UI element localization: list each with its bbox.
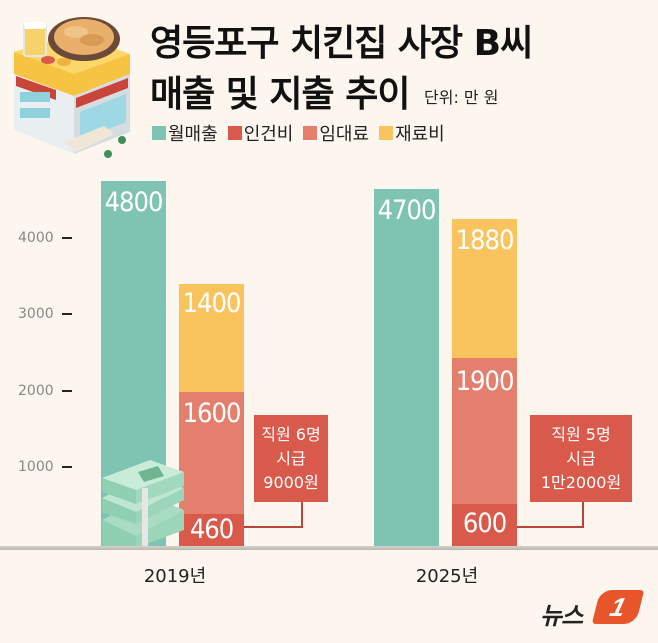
- bar-value: 1600: [182, 398, 242, 429]
- bar-2025-labor: 600: [452, 504, 517, 547]
- chart-title-line2: 매출 및 지출 추이: [150, 74, 410, 115]
- x-label-2019: 2019년: [143, 566, 207, 587]
- annotation-2019: 직원 6명 시급 9000원: [254, 415, 328, 502]
- annotation-connector: [517, 502, 584, 528]
- chicken-shop-illustration: [14, 17, 130, 158]
- money-stack-icon: [102, 460, 184, 548]
- bar-value: 4700: [377, 195, 437, 226]
- legend-item-revenue: 월매출: [152, 120, 218, 146]
- x-label-2025: 2025년: [415, 566, 479, 587]
- bar-2025-materials: 1880: [452, 219, 517, 358]
- legend-item-materials: 재료비: [379, 120, 445, 146]
- legend-label: 재료비: [395, 124, 445, 145]
- bar-value: 1400: [182, 288, 242, 319]
- bar-value: 1900: [455, 366, 515, 397]
- legend-label: 인건비: [243, 124, 294, 145]
- legend-swatch-labor: [227, 126, 242, 140]
- tick-mark: [61, 390, 72, 392]
- legend: 월매출 인건비 임대료 재료비: [152, 120, 445, 146]
- chart-title-line1: 영등포구 치킨집 사장 B씨: [150, 23, 533, 64]
- tick-mark: [61, 313, 72, 315]
- legend-label: 월매출: [168, 124, 218, 145]
- y-tick: 3000: [18, 306, 88, 322]
- legend-label: 임대료: [319, 124, 370, 145]
- legend-item-rent: 임대료: [303, 120, 369, 146]
- bar-2019-labor: 460: [179, 514, 244, 547]
- bar-2025-rent: 1900: [452, 358, 517, 504]
- legend-swatch-revenue: [152, 126, 166, 140]
- y-tick: 1000: [18, 459, 88, 475]
- bar-value: 600: [462, 508, 507, 539]
- legend-swatch-materials: [379, 126, 394, 140]
- news1-logo-mark: 1: [591, 590, 645, 624]
- legend-item-labor: 인건비: [227, 120, 294, 146]
- bar-value: 4800: [104, 187, 164, 218]
- bar-value: 1880: [455, 225, 515, 256]
- unit-label: 단위: 만 원: [424, 88, 499, 107]
- bar-value: 460: [189, 514, 234, 545]
- annotation-2025: 직원 5명 시급 1만2000원: [530, 415, 632, 502]
- y-tick: 4000: [18, 230, 88, 246]
- news1-logo-text: 뉴스: [540, 602, 583, 630]
- y-tick: 2000: [18, 383, 88, 399]
- bar-2025-revenue: 4700: [374, 189, 439, 547]
- x-axis-baseline: [0, 546, 658, 550]
- tick-mark: [61, 237, 72, 239]
- annotation-connector: [244, 502, 303, 528]
- tick-mark: [61, 466, 72, 468]
- bar-2019-materials: 1400: [179, 284, 244, 392]
- bar-2019-rent: 1600: [179, 392, 244, 514]
- legend-swatch-rent: [303, 126, 318, 140]
